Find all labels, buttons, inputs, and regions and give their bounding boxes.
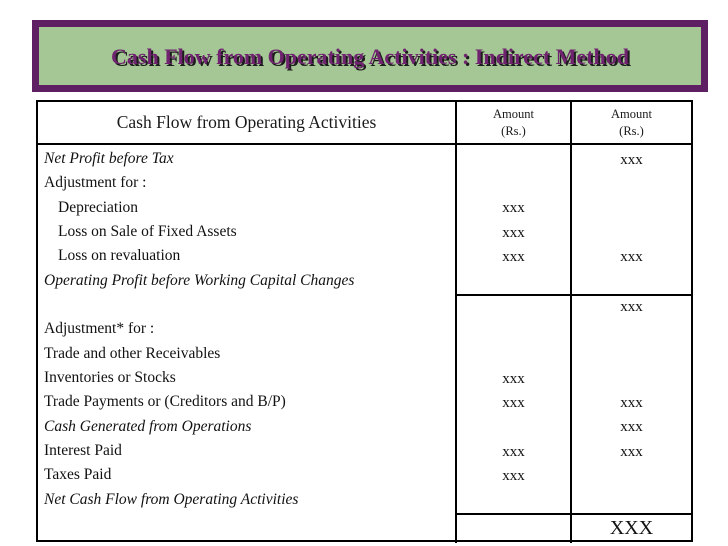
amount1-value: [457, 318, 570, 342]
table-footer-row: XXX: [38, 512, 691, 543]
amount2-value: xxx: [620, 394, 643, 411]
amount1-value: xxx: [502, 224, 525, 241]
row-label: Taxes Paid: [44, 466, 112, 484]
amount2-value: [572, 367, 691, 391]
description-column: Net Profit before Tax Adjustment for : Dep…: [38, 145, 455, 513]
amount2-value: xxx: [620, 419, 643, 436]
amount1-value: [457, 489, 570, 513]
row-label: [44, 293, 455, 317]
amount2-value: [572, 221, 691, 245]
amount1-value: xxx: [502, 467, 525, 484]
amount2-value: xxx: [572, 293, 691, 318]
amount2-value: [572, 343, 691, 367]
amount2-value: [572, 197, 691, 221]
amount2-value: [572, 270, 691, 294]
header-description-cell: Cash Flow from Operating Activities: [116, 112, 377, 132]
row-label: Adjustment* for :: [44, 320, 155, 338]
table-header-row: Cash Flow from Operating Activities Amou…: [38, 102, 691, 145]
amount2-value: xxx: [620, 443, 643, 460]
cash-flow-table: Cash Flow from Operating Activities Amou…: [36, 100, 693, 543]
row-label: Net Cash Flow from Operating Activities: [44, 490, 299, 508]
amount2-column: xxx xxx xxx xxx xxx xxx: [570, 145, 691, 513]
row-label: Cash Generated from Operations: [44, 417, 252, 435]
amount2-value: xxx: [620, 248, 643, 265]
amount1-value: [457, 148, 570, 172]
row-label: Trade Payments or (Creditors and B/P): [44, 393, 286, 411]
footer-amount2-cell: XXX: [570, 512, 691, 543]
amount1-value: xxx: [502, 370, 525, 387]
amount2-value: [572, 464, 691, 488]
header-amount1-cell: Amount (Rs.): [455, 102, 570, 143]
amount1-value: xxx: [502, 394, 525, 411]
row-label: Operating Profit before Working Capital …: [44, 271, 355, 289]
table-body: Net Profit before Tax Adjustment for : Dep…: [38, 145, 691, 513]
amount1-value: [457, 270, 570, 294]
row-label: Trade and other Receivables: [44, 344, 221, 362]
amount2-value: [572, 489, 691, 513]
title-banner: Cash Flow from Operating Activities : In…: [32, 20, 708, 92]
row-label: Net Profit before Tax: [44, 150, 174, 168]
amount1-value: [457, 172, 570, 196]
amount1-value: [457, 343, 570, 367]
amount2-value: [572, 172, 691, 196]
amount1-value: [457, 293, 570, 318]
row-label: Interest Paid: [44, 442, 122, 460]
row-label: Loss on Sale of Fixed Assets: [58, 223, 237, 241]
amount1-value: xxx: [502, 200, 525, 217]
row-label: Depreciation: [58, 198, 139, 216]
slide-title: Cash Flow from Operating Activities : In…: [111, 43, 629, 69]
row-label: Adjustment for :: [44, 174, 147, 192]
footer-amount1-cell: [455, 512, 570, 543]
amount1-value: xxx: [502, 248, 525, 265]
row-label: Inventories or Stocks: [44, 369, 176, 387]
amount1-value: xxx: [502, 443, 525, 460]
row-label: Loss on revaluation: [58, 247, 181, 265]
amount2-value: xxx: [620, 151, 643, 168]
amount1-column: xxx xxx xxx xxx xxx xxx xxx: [455, 145, 570, 513]
amount2-value: [572, 318, 691, 342]
footer-description-cell: [38, 513, 455, 543]
header-amount2-unit: (Rs.): [619, 123, 644, 138]
header-amount1-label: Amount: [493, 106, 534, 121]
header-amount1-unit: (Rs.): [501, 123, 526, 138]
amount1-value: [457, 416, 570, 440]
header-amount2-cell: Amount (Rs.): [570, 102, 691, 143]
header-amount2-label: Amount: [611, 106, 652, 121]
